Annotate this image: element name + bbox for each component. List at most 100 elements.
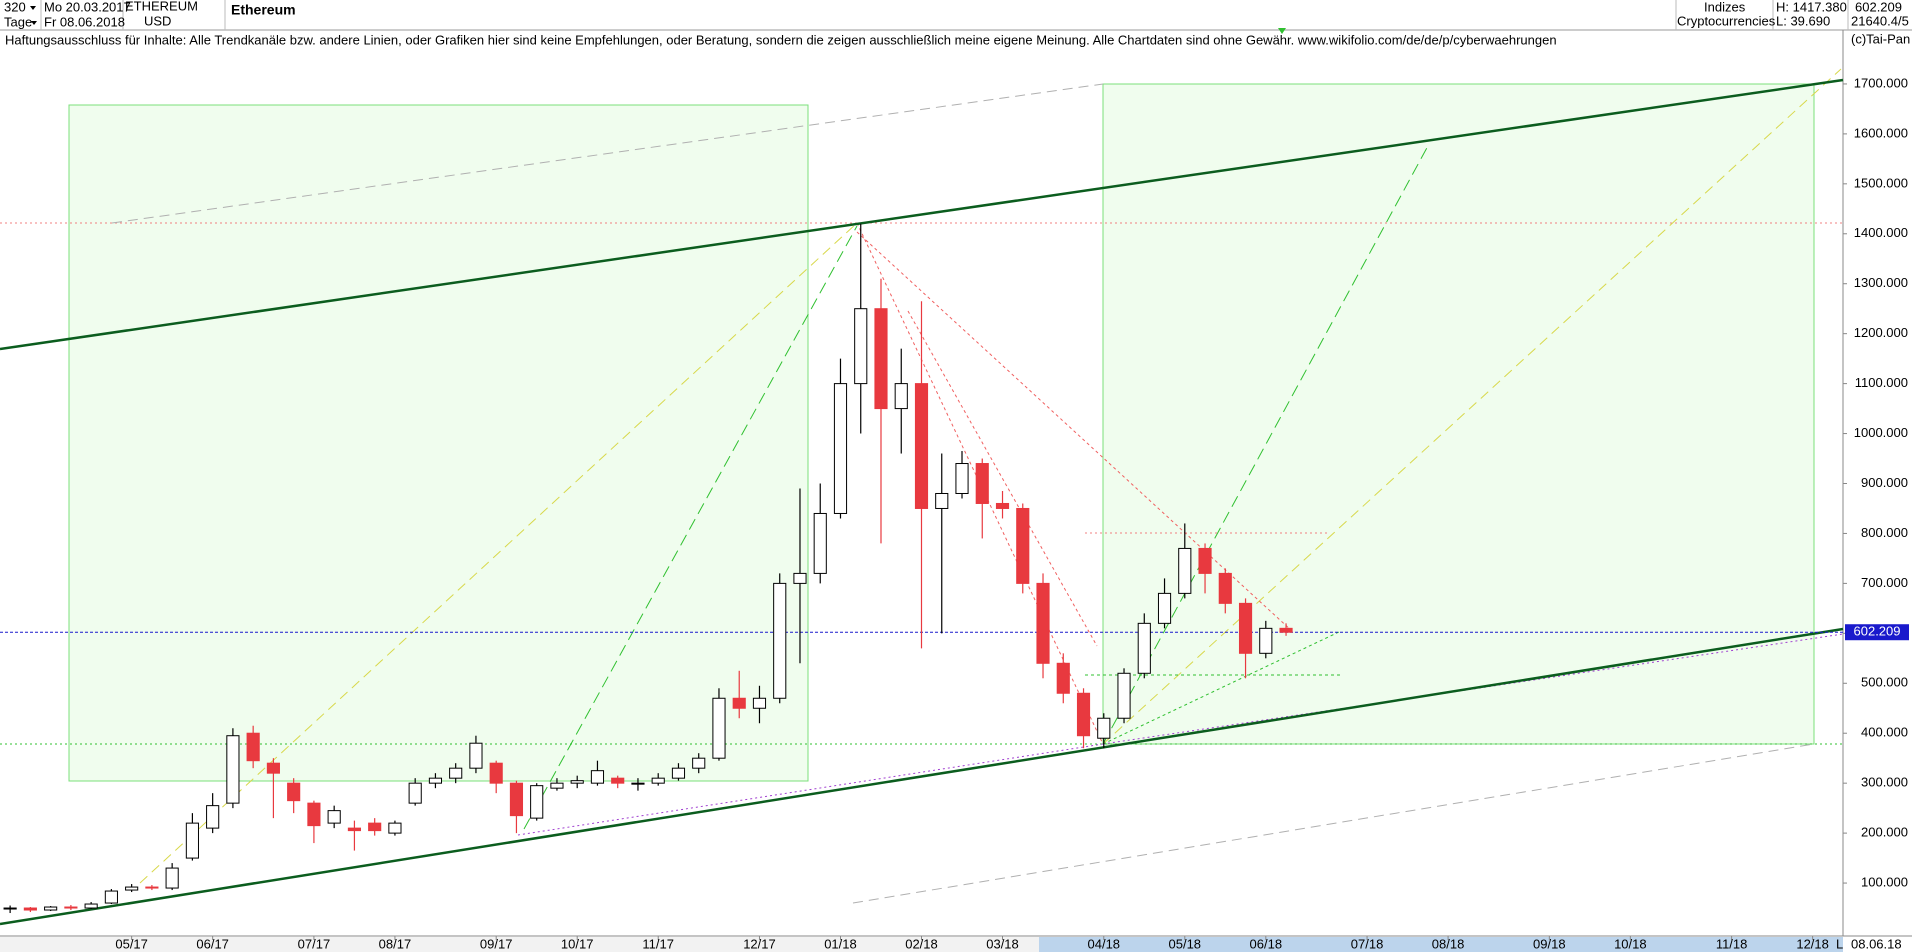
x-tick-label: 09/18 (1533, 936, 1566, 951)
candle-body (550, 782, 564, 789)
candle-body (692, 757, 706, 769)
code: 21640.4/5 (1851, 13, 1909, 28)
unit[interactable]: Tage (4, 14, 32, 29)
candle-body (631, 782, 645, 785)
candle-body (428, 777, 443, 784)
x-tick-label: 03/18 (986, 936, 1019, 951)
candle-body (104, 890, 118, 904)
candle-body (854, 308, 868, 385)
candle-body (287, 782, 301, 802)
candle-body (1097, 717, 1111, 739)
x-tick-label: 05/17 (115, 936, 148, 951)
candle-body (246, 732, 260, 762)
candle-body (368, 822, 382, 832)
group: Indizes (1704, 0, 1746, 14)
candle-body (732, 697, 746, 709)
y-tick-label: 800.000 (1861, 525, 1908, 540)
candle-body (935, 492, 949, 509)
last-value: 602.209 (1855, 0, 1902, 14)
trend-line (907, 310, 1098, 647)
candle-body (64, 906, 78, 909)
channel-line (0, 78, 1844, 351)
candle-body (408, 782, 422, 804)
x-tick-label: 08/18 (1432, 936, 1465, 951)
y-tick-label: 100.000 (1861, 874, 1908, 889)
channel-line (0, 627, 1844, 926)
candle-body (1259, 627, 1273, 654)
candle-body (813, 512, 827, 574)
x-tick-label: 08/17 (379, 936, 412, 951)
candle-body (185, 822, 199, 859)
candle-body (671, 767, 686, 779)
candle-body (44, 906, 58, 911)
period[interactable]: 320 (4, 0, 26, 14)
candle-body (590, 770, 605, 784)
y-tick-label: 1000.000 (1854, 425, 1908, 440)
y-tick-label: 500.000 (1861, 675, 1908, 690)
candle-body (449, 767, 463, 779)
trend-line (1102, 630, 1342, 745)
y-tick-label: 1600.000 (1854, 125, 1908, 140)
trend-line (111, 83, 1104, 224)
candle-body (975, 463, 989, 504)
x-tick-label: 12/18 (1796, 936, 1829, 951)
candle-body (874, 308, 888, 410)
x-tick-label: 10/18 (1614, 936, 1647, 951)
candle-body (1279, 627, 1293, 633)
candle-body (833, 383, 848, 514)
candle-body (206, 805, 220, 829)
high-value: H: 1417.380 (1776, 0, 1847, 14)
scale-mode[interactable]: L (1836, 936, 1843, 951)
currency: USD (144, 13, 171, 28)
marker (1278, 28, 1286, 34)
header-bar (0, 0, 1912, 30)
start-date: Mo 20.03.2017 (44, 0, 131, 14)
candle-body (84, 903, 98, 909)
trend-line (856, 231, 1293, 632)
trend-line (1102, 143, 1430, 745)
candle-body (165, 867, 179, 889)
candle-body (1076, 692, 1091, 737)
candle-body (125, 886, 139, 891)
x-tick-label: 11/17 (642, 936, 674, 951)
candle-body (793, 572, 807, 584)
footer-date: 08.06.18 (1851, 936, 1902, 951)
dropdown-arrow[interactable] (30, 6, 36, 10)
candle-body (307, 802, 321, 827)
y-tick-label: 900.000 (1861, 475, 1908, 490)
candle-body (347, 827, 361, 832)
x-tick-label: 05/18 (1169, 936, 1202, 951)
candle-body (1117, 672, 1131, 719)
y-tick-label: 700.000 (1861, 575, 1908, 590)
annotations (0, 28, 1844, 926)
candle-body (773, 582, 787, 699)
trend-line (852, 743, 1815, 904)
candle-body (651, 777, 665, 784)
x-tick-label: 11/18 (1716, 936, 1748, 951)
trend-line (523, 225, 858, 830)
disclaimer: Haftungsausschluss für Inhalte: Alle Tre… (5, 32, 1557, 47)
candle-body (611, 777, 625, 784)
x-tick-label: 01/18 (824, 936, 857, 951)
dropdown-arrow[interactable] (31, 21, 37, 25)
candle-body (570, 780, 584, 784)
candle-body (1137, 622, 1151, 674)
symbol: ETHEREUM (125, 0, 198, 13)
last-price-box (1845, 624, 1909, 641)
x-tick-label: 06/17 (196, 936, 229, 951)
x-tick-label: 06/18 (1250, 936, 1283, 951)
candle-body (1157, 592, 1172, 624)
visible-range[interactable] (1039, 937, 1843, 952)
candle-body (226, 735, 240, 804)
candle-body (1198, 547, 1212, 574)
candle-body (327, 810, 341, 824)
candle-body (712, 697, 726, 759)
x-tick-label: 04/18 (1088, 936, 1121, 951)
x-tick-label: 12/17 (743, 936, 776, 951)
y-tick-label: 1300.000 (1854, 275, 1908, 290)
candle-body (752, 697, 767, 709)
candle-body (1218, 572, 1232, 604)
subgroup: Cryptocurrencies (1677, 13, 1776, 28)
instrument-name: Ethereum (231, 2, 296, 18)
